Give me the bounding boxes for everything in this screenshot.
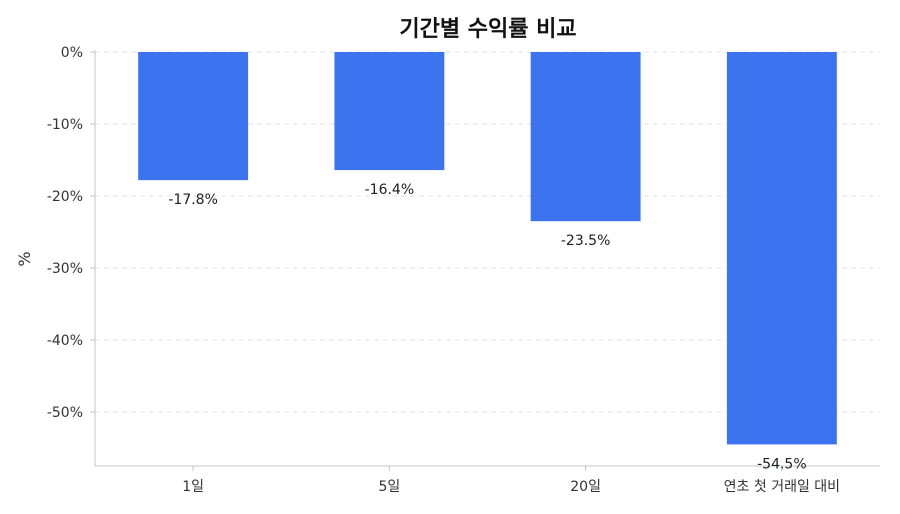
y-tick-label: -10% <box>47 117 83 133</box>
data-label: -16.4% <box>365 182 415 198</box>
bar <box>334 52 445 171</box>
x-tick-label: 연초 첫 거래일 대비 <box>724 479 840 495</box>
x-tick-label: 5일 <box>378 479 400 495</box>
bar <box>726 52 837 445</box>
chart-title: 기간별 수익률 비교 <box>399 17 576 42</box>
y-tick-label: -30% <box>47 261 83 277</box>
data-label: -23.5% <box>561 233 611 249</box>
y-tick-labels: 0% -10% -20% -30% -40% -50% <box>47 45 83 421</box>
data-label: -54.5% <box>757 456 807 472</box>
x-tick-label: 20일 <box>570 479 601 495</box>
y-tick-label: 0% <box>61 45 83 61</box>
y-axis-label: % <box>15 251 34 266</box>
y-tick-label: -40% <box>47 333 83 349</box>
y-tick-label: -20% <box>47 189 83 205</box>
data-label: -17.8% <box>168 192 218 208</box>
bars <box>138 52 837 445</box>
bar <box>530 52 641 222</box>
bar <box>138 52 249 181</box>
x-tick-labels: 1일 5일 20일 연초 첫 거래일 대비 <box>182 479 840 495</box>
x-tick-label: 1일 <box>182 479 204 495</box>
y-tick-label: -50% <box>47 405 83 421</box>
axes <box>90 50 880 471</box>
data-labels: -17.8% -16.4% -23.5% -54.5% <box>168 182 806 472</box>
